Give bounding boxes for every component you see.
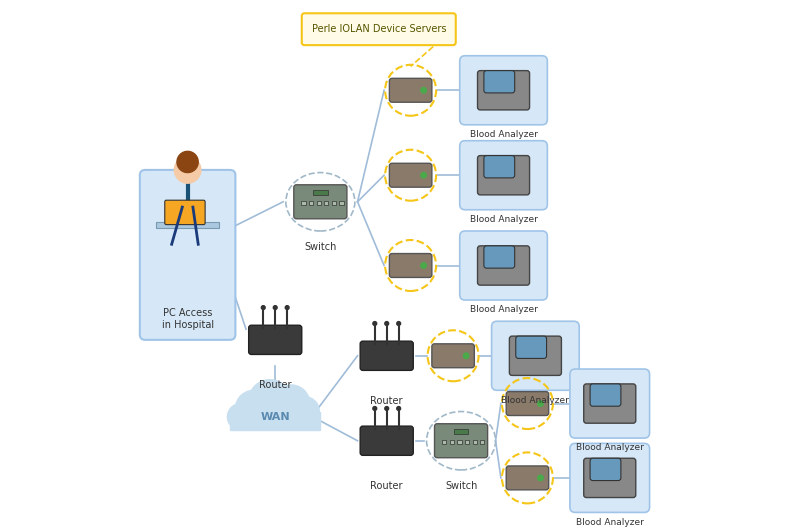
- FancyBboxPatch shape: [390, 163, 432, 187]
- Circle shape: [373, 407, 377, 410]
- FancyBboxPatch shape: [249, 325, 302, 355]
- FancyBboxPatch shape: [584, 384, 636, 423]
- FancyBboxPatch shape: [473, 440, 477, 444]
- Text: Blood Analyzer: Blood Analyzer: [470, 305, 538, 314]
- Circle shape: [273, 385, 310, 422]
- FancyBboxPatch shape: [390, 78, 432, 102]
- FancyBboxPatch shape: [484, 71, 514, 93]
- FancyBboxPatch shape: [324, 201, 329, 205]
- FancyBboxPatch shape: [590, 384, 621, 406]
- FancyBboxPatch shape: [478, 71, 530, 110]
- Text: Blood Analyzer: Blood Analyzer: [470, 215, 538, 224]
- FancyBboxPatch shape: [294, 185, 347, 219]
- FancyBboxPatch shape: [434, 424, 488, 458]
- FancyBboxPatch shape: [432, 344, 474, 367]
- Circle shape: [290, 397, 319, 426]
- FancyBboxPatch shape: [454, 429, 468, 433]
- Text: PC Access
in Hospital: PC Access in Hospital: [162, 308, 214, 330]
- Circle shape: [235, 390, 273, 427]
- FancyBboxPatch shape: [570, 443, 650, 512]
- FancyBboxPatch shape: [390, 254, 432, 278]
- Text: Blood Analyzer: Blood Analyzer: [576, 518, 644, 527]
- FancyBboxPatch shape: [458, 440, 462, 444]
- FancyBboxPatch shape: [450, 440, 454, 444]
- Circle shape: [227, 404, 254, 430]
- FancyBboxPatch shape: [165, 200, 205, 225]
- FancyBboxPatch shape: [360, 426, 414, 456]
- Circle shape: [373, 322, 377, 326]
- Circle shape: [463, 353, 469, 358]
- FancyBboxPatch shape: [313, 190, 327, 195]
- FancyBboxPatch shape: [465, 440, 469, 444]
- Circle shape: [262, 306, 265, 310]
- FancyBboxPatch shape: [360, 341, 414, 371]
- Text: Perle IOLAN Device Servers: Perle IOLAN Device Servers: [311, 24, 446, 34]
- FancyBboxPatch shape: [510, 336, 562, 375]
- FancyBboxPatch shape: [332, 201, 336, 205]
- Circle shape: [421, 263, 426, 268]
- Text: Switch: Switch: [304, 242, 337, 252]
- Text: Blood Analyzer: Blood Analyzer: [576, 443, 644, 452]
- FancyBboxPatch shape: [506, 466, 549, 490]
- FancyBboxPatch shape: [478, 246, 530, 285]
- FancyBboxPatch shape: [339, 201, 344, 205]
- Circle shape: [385, 322, 389, 326]
- Circle shape: [397, 407, 401, 410]
- FancyBboxPatch shape: [302, 201, 306, 205]
- FancyBboxPatch shape: [516, 336, 546, 358]
- Circle shape: [174, 157, 201, 183]
- FancyBboxPatch shape: [506, 392, 549, 416]
- Circle shape: [249, 380, 291, 422]
- FancyBboxPatch shape: [590, 458, 621, 481]
- FancyBboxPatch shape: [302, 13, 456, 45]
- FancyBboxPatch shape: [478, 156, 530, 195]
- Text: WAN: WAN: [261, 412, 290, 422]
- Circle shape: [286, 306, 289, 310]
- FancyBboxPatch shape: [460, 56, 547, 125]
- Circle shape: [397, 322, 401, 326]
- FancyBboxPatch shape: [480, 440, 485, 444]
- Circle shape: [538, 475, 543, 481]
- Bar: [230, 412, 320, 430]
- Text: Blood Analyzer: Blood Analyzer: [502, 396, 570, 405]
- Text: Switch: Switch: [445, 481, 478, 491]
- Circle shape: [274, 306, 277, 310]
- FancyBboxPatch shape: [570, 369, 650, 438]
- FancyBboxPatch shape: [484, 246, 514, 268]
- FancyBboxPatch shape: [317, 201, 321, 205]
- FancyBboxPatch shape: [460, 141, 547, 210]
- FancyBboxPatch shape: [484, 156, 514, 178]
- Circle shape: [385, 407, 389, 410]
- Circle shape: [177, 151, 198, 173]
- FancyBboxPatch shape: [156, 222, 219, 228]
- FancyBboxPatch shape: [309, 201, 313, 205]
- FancyBboxPatch shape: [584, 458, 636, 498]
- Text: Router: Router: [370, 481, 403, 491]
- FancyBboxPatch shape: [140, 170, 235, 340]
- Circle shape: [421, 88, 426, 93]
- Text: Blood Analyzer: Blood Analyzer: [470, 130, 538, 139]
- Text: Router: Router: [370, 396, 403, 406]
- Text: Router: Router: [259, 380, 291, 390]
- FancyBboxPatch shape: [460, 231, 547, 300]
- FancyBboxPatch shape: [442, 440, 446, 444]
- Circle shape: [538, 401, 543, 406]
- Circle shape: [421, 173, 426, 178]
- FancyBboxPatch shape: [491, 321, 579, 390]
